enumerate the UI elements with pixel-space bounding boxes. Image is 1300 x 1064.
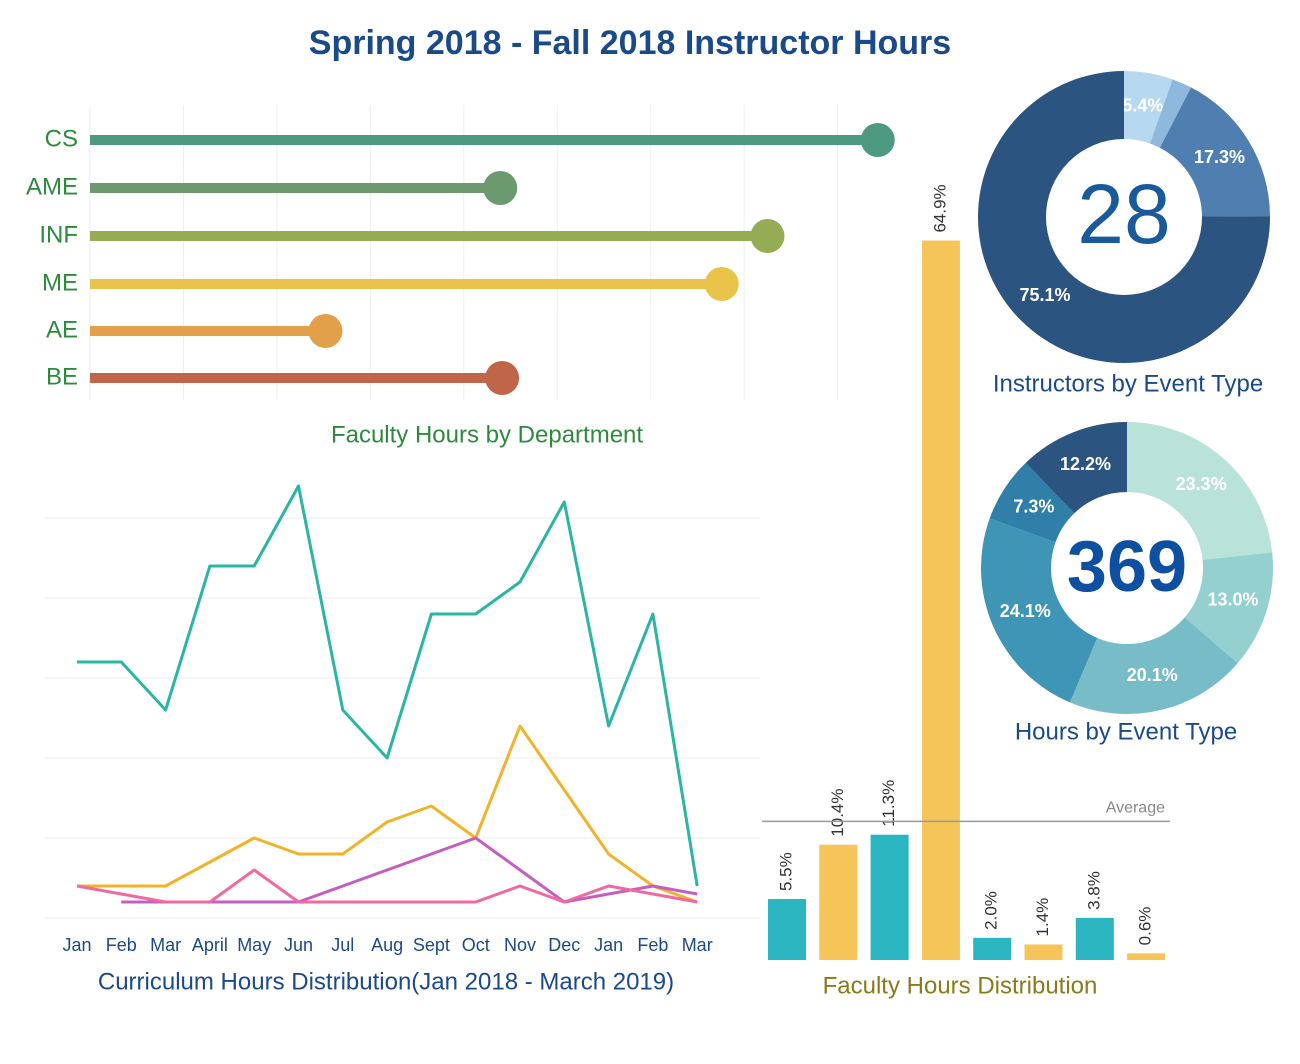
x-tick-label: Jan <box>62 935 91 955</box>
x-tick-label: Jul <box>331 935 354 955</box>
slice-label: 17.3% <box>1194 147 1245 167</box>
category-label: AME <box>26 173 78 200</box>
bar-value-label: 10.4% <box>828 789 847 837</box>
center-value: 369 <box>1067 527 1187 607</box>
chart-title: Hours by Event Type <box>1015 718 1237 745</box>
x-tick-label: Aug <box>371 935 403 955</box>
chart-title: Curriculum Hours Distribution(Jan 2018 -… <box>98 968 674 995</box>
x-tick-label: Feb <box>637 935 668 955</box>
bar <box>1075 917 1114 960</box>
bar-value-label: 0.6% <box>1136 907 1155 946</box>
donut-slice <box>1149 79 1192 148</box>
slice-label: 5.4% <box>1122 95 1163 115</box>
lollipop-dot <box>860 123 895 157</box>
donut-slice <box>1184 552 1274 664</box>
x-tick-label: April <box>192 935 228 955</box>
donut-slice <box>981 518 1098 703</box>
donut-slice <box>1124 71 1173 144</box>
lollipop-dot <box>483 171 518 205</box>
bar <box>768 899 806 960</box>
bar <box>973 937 1012 960</box>
slice-label: 20.1% <box>1127 665 1178 685</box>
category-label: CS <box>45 125 78 152</box>
chart-title: Instructors by Event Type <box>993 370 1263 397</box>
series-line <box>76 868 698 904</box>
donut-slice <box>1025 422 1127 514</box>
bar <box>1024 944 1063 960</box>
lollipop-dot <box>704 267 739 301</box>
x-tick-label: Jan <box>594 935 623 955</box>
bar <box>870 834 909 960</box>
bar-value-label: 2.0% <box>982 891 1001 930</box>
category-label: AE <box>46 316 78 343</box>
donut-slice <box>1069 617 1238 714</box>
bar-value-label: 64.9% <box>930 184 949 232</box>
lollipop-dot <box>485 361 520 395</box>
category-label: BE <box>46 363 78 390</box>
page-title: Spring 2018 - Fall 2018 Instructor Hours <box>309 24 951 62</box>
chart-title: Faculty Hours Distribution <box>823 972 1098 999</box>
slice-label: 24.1% <box>1000 601 1051 621</box>
donut-slice <box>989 462 1075 543</box>
slice-label: 23.3% <box>1176 474 1227 494</box>
slice-label: 75.1% <box>1020 285 1071 305</box>
bar <box>921 240 960 961</box>
bar-value-label: 3.8% <box>1084 871 1103 910</box>
lollipop-dot <box>750 219 785 253</box>
x-tick-label: May <box>237 935 271 955</box>
x-tick-label: Mar <box>682 935 713 955</box>
bar <box>819 844 858 960</box>
slice-label: 13.0% <box>1207 590 1258 610</box>
x-tick-label: Jun <box>284 935 313 955</box>
x-tick-label: Feb <box>106 935 137 955</box>
series-line <box>121 836 698 904</box>
x-tick-label: Nov <box>504 935 536 955</box>
reference-label: Average <box>1106 800 1165 817</box>
donut-slice <box>977 71 1270 363</box>
bar-value-label: 11.3% <box>879 780 898 827</box>
x-tick-label: Mar <box>150 935 181 955</box>
center-value: 28 <box>1077 167 1170 261</box>
lollipop-dot <box>308 314 343 348</box>
bar-value-label: 5.5% <box>776 852 795 891</box>
slice-label: 12.2% <box>1060 454 1111 474</box>
series-line <box>77 724 698 904</box>
slice-label: 7.3% <box>1013 496 1054 516</box>
bar-value-label: 1.4% <box>1033 898 1052 937</box>
bar <box>1127 953 1166 960</box>
x-tick-label: Oct <box>462 935 490 955</box>
series-line <box>77 484 699 887</box>
chart-title: Faculty Hours by Department <box>331 421 643 448</box>
category-label: ME <box>42 269 78 296</box>
category-label: INF <box>39 221 78 248</box>
donut-slice <box>1159 87 1270 217</box>
x-tick-label: Sept <box>413 935 450 955</box>
donut-slice <box>1127 422 1273 560</box>
x-tick-label: Dec <box>548 935 580 955</box>
